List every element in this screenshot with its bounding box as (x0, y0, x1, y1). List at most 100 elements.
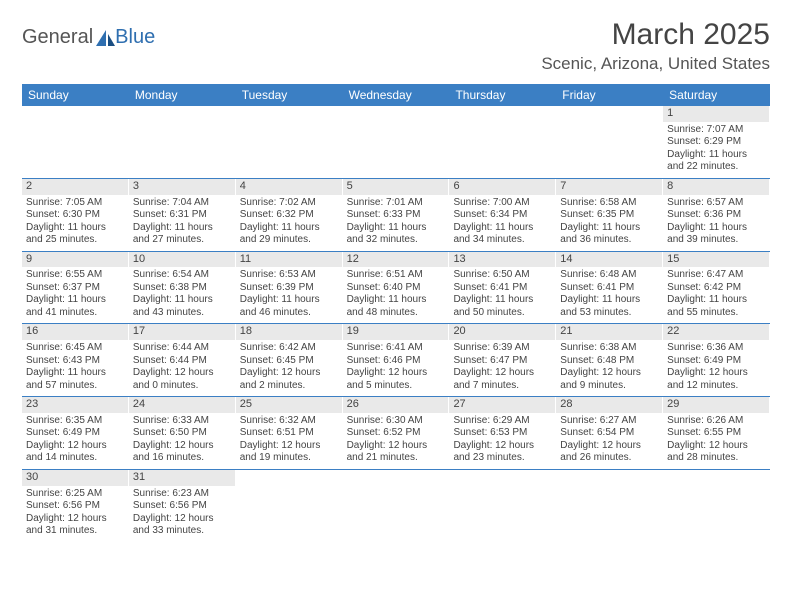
daylight-text: Daylight: 11 hours and 27 minutes. (133, 222, 231, 247)
day-number: 30 (22, 470, 128, 486)
day-number: 6 (449, 179, 555, 195)
day-number: 15 (663, 252, 769, 268)
sunset-text: Sunset: 6:29 PM (667, 136, 765, 149)
day-number: 5 (343, 179, 449, 195)
sunset-text: Sunset: 6:44 PM (133, 355, 231, 368)
day-number: 14 (556, 252, 662, 268)
day-number: 3 (129, 179, 235, 195)
day-cell: 19Sunrise: 6:41 AMSunset: 6:46 PMDayligh… (343, 324, 450, 396)
daylight-text: Daylight: 12 hours and 0 minutes. (133, 367, 231, 392)
day-number: 24 (129, 397, 235, 413)
calendar: SundayMondayTuesdayWednesdayThursdayFrid… (22, 84, 770, 542)
sunset-text: Sunset: 6:48 PM (560, 355, 658, 368)
day-cell: 2Sunrise: 7:05 AMSunset: 6:30 PMDaylight… (22, 179, 129, 251)
daylight-text: Daylight: 11 hours and 53 minutes. (560, 294, 658, 319)
day-number: 13 (449, 252, 555, 268)
sail-icon (95, 28, 117, 48)
daylight-text: Daylight: 12 hours and 28 minutes. (667, 440, 765, 465)
sunset-text: Sunset: 6:37 PM (26, 282, 124, 295)
day-cell: 6Sunrise: 7:00 AMSunset: 6:34 PMDaylight… (449, 179, 556, 251)
sunrise-text: Sunrise: 6:39 AM (453, 342, 551, 355)
day-number: 16 (22, 324, 128, 340)
day-number: 25 (236, 397, 342, 413)
sunset-text: Sunset: 6:53 PM (453, 427, 551, 440)
week-row: 23Sunrise: 6:35 AMSunset: 6:49 PMDayligh… (22, 397, 770, 470)
sunset-text: Sunset: 6:56 PM (133, 500, 231, 513)
day-number: 17 (129, 324, 235, 340)
day-cell: 11Sunrise: 6:53 AMSunset: 6:39 PMDayligh… (236, 252, 343, 324)
day-cell: 28Sunrise: 6:27 AMSunset: 6:54 PMDayligh… (556, 397, 663, 469)
daylight-text: Daylight: 12 hours and 9 minutes. (560, 367, 658, 392)
day-cell: 10Sunrise: 6:54 AMSunset: 6:38 PMDayligh… (129, 252, 236, 324)
daylight-text: Daylight: 12 hours and 14 minutes. (26, 440, 124, 465)
sunrise-text: Sunrise: 7:04 AM (133, 197, 231, 210)
weekday-label: Wednesday (343, 84, 450, 106)
day-number: 19 (343, 324, 449, 340)
weekday-label: Tuesday (236, 84, 343, 106)
day-cell: 9Sunrise: 6:55 AMSunset: 6:37 PMDaylight… (22, 252, 129, 324)
day-cell: 20 Sunrise: 6:39 AMSunset: 6:47 PMDayligh… (449, 324, 556, 396)
day-cell: 12Sunrise: 6:51 AMSunset: 6:40 PMDayligh… (343, 252, 450, 324)
day-cell: 14Sunrise: 6:48 AMSunset: 6:41 PMDayligh… (556, 252, 663, 324)
sunrise-text: Sunrise: 6:27 AM (560, 415, 658, 428)
daylight-text: Daylight: 12 hours and 5 minutes. (347, 367, 445, 392)
day-cell (236, 470, 343, 542)
daylight-text: Daylight: 11 hours and 48 minutes. (347, 294, 445, 319)
sunset-text: Sunset: 6:39 PM (240, 282, 338, 295)
weekday-header: SundayMondayTuesdayWednesdayThursdayFrid… (22, 84, 770, 106)
day-cell (449, 470, 556, 542)
sunrise-text: Sunrise: 6:25 AM (26, 488, 124, 501)
daylight-text: Daylight: 12 hours and 16 minutes. (133, 440, 231, 465)
day-cell: 13Sunrise: 6:50 AMSunset: 6:41 PMDayligh… (449, 252, 556, 324)
day-cell: 8Sunrise: 6:57 AMSunset: 6:36 PMDaylight… (663, 179, 770, 251)
sunset-text: Sunset: 6:38 PM (133, 282, 231, 295)
day-number: 29 (663, 397, 769, 413)
sunset-text: Sunset: 6:33 PM (347, 209, 445, 222)
sunrise-text: Sunrise: 7:07 AM (667, 124, 765, 137)
sunrise-text: Sunrise: 7:01 AM (347, 197, 445, 210)
day-number: 10 (129, 252, 235, 268)
sunrise-text: Sunrise: 6:44 AM (133, 342, 231, 355)
day-number: 20 (449, 324, 555, 340)
sunset-text: Sunset: 6:49 PM (26, 427, 124, 440)
day-cell (556, 106, 663, 178)
sunset-text: Sunset: 6:34 PM (453, 209, 551, 222)
sunset-text: Sunset: 6:43 PM (26, 355, 124, 368)
sunrise-text: Sunrise: 6:48 AM (560, 269, 658, 282)
sunrise-text: Sunrise: 6:54 AM (133, 269, 231, 282)
day-cell: 7Sunrise: 6:58 AMSunset: 6:35 PMDaylight… (556, 179, 663, 251)
sunrise-text: Sunrise: 6:41 AM (347, 342, 445, 355)
logo: General Blue (22, 26, 155, 49)
sunrise-text: Sunrise: 6:53 AM (240, 269, 338, 282)
sunset-text: Sunset: 6:52 PM (347, 427, 445, 440)
daylight-text: Daylight: 11 hours and 25 minutes. (26, 222, 124, 247)
daylight-text: Daylight: 11 hours and 39 minutes. (667, 222, 765, 247)
sunrise-text: Sunrise: 6:30 AM (347, 415, 445, 428)
day-number: 28 (556, 397, 662, 413)
daylight-text: Daylight: 12 hours and 7 minutes. (453, 367, 551, 392)
daylight-text: Daylight: 12 hours and 23 minutes. (453, 440, 551, 465)
sunset-text: Sunset: 6:36 PM (667, 209, 765, 222)
day-cell (22, 106, 129, 178)
sunrise-text: Sunrise: 6:50 AM (453, 269, 551, 282)
day-cell (236, 106, 343, 178)
sunset-text: Sunset: 6:41 PM (560, 282, 658, 295)
weekday-label: Saturday (663, 84, 770, 106)
weekday-label: Friday (556, 84, 663, 106)
daylight-text: Daylight: 12 hours and 19 minutes. (240, 440, 338, 465)
day-cell: 4Sunrise: 7:02 AMSunset: 6:32 PMDaylight… (236, 179, 343, 251)
sunset-text: Sunset: 6:47 PM (453, 355, 551, 368)
day-cell: 30Sunrise: 6:25 AMSunset: 6:56 PMDayligh… (22, 470, 129, 542)
daylight-text: Daylight: 11 hours and 50 minutes. (453, 294, 551, 319)
day-cell: 25Sunrise: 6:32 AMSunset: 6:51 PMDayligh… (236, 397, 343, 469)
day-cell: 21Sunrise: 6:38 AMSunset: 6:48 PMDayligh… (556, 324, 663, 396)
day-number: 12 (343, 252, 449, 268)
sunrise-text: Sunrise: 6:33 AM (133, 415, 231, 428)
week-row: 2Sunrise: 7:05 AMSunset: 6:30 PMDaylight… (22, 179, 770, 252)
day-cell (129, 106, 236, 178)
day-number: 31 (129, 470, 235, 486)
day-cell (449, 106, 556, 178)
sunrise-text: Sunrise: 6:35 AM (26, 415, 124, 428)
sunset-text: Sunset: 6:41 PM (453, 282, 551, 295)
day-cell: 5Sunrise: 7:01 AMSunset: 6:33 PMDaylight… (343, 179, 450, 251)
